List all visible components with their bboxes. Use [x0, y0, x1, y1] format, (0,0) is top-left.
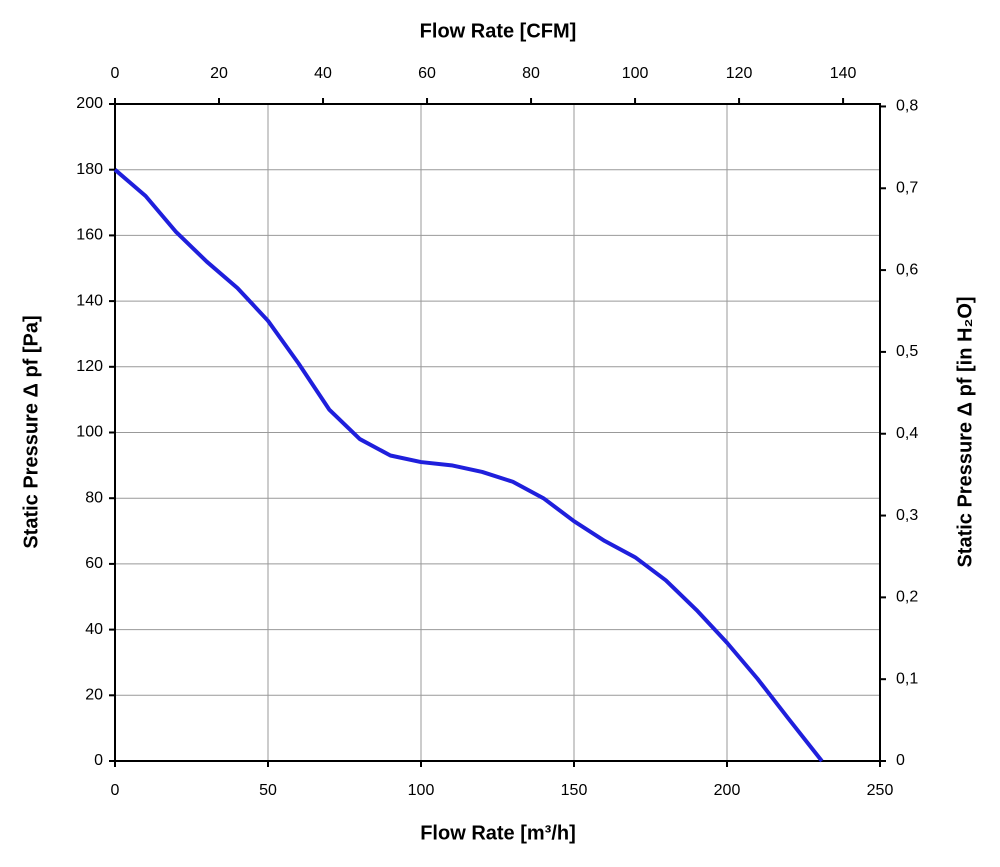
- x2-axis-title: Flow Rate [CFM]: [420, 20, 577, 42]
- x-tick-label: 150: [561, 782, 588, 799]
- y2-tick-label: 0,8: [896, 98, 918, 115]
- y-tick-label: 100: [76, 424, 103, 441]
- x2-tick-label: 120: [726, 65, 753, 82]
- x-tick-label: 200: [714, 782, 741, 799]
- plot-frame: [114, 103, 881, 762]
- y2-tick-label: 0,1: [896, 670, 918, 687]
- y-tick-label: 80: [85, 489, 103, 506]
- y-tick-label: 40: [85, 621, 103, 638]
- x2-tick-label: 20: [210, 65, 228, 82]
- y2-tick-label: 0: [896, 752, 905, 769]
- y-tick-label: 180: [76, 161, 103, 178]
- y-tick-label: 120: [76, 358, 103, 375]
- x2-tick-label: 60: [418, 65, 436, 82]
- y2-tick-label: 0,2: [896, 589, 918, 606]
- y-tick-label: 0: [94, 752, 103, 769]
- x-tick-label: 250: [867, 782, 894, 799]
- y-axis-title: Static Pressure Δ pf [Pa]: [20, 315, 42, 548]
- y-tick-label: 160: [76, 227, 103, 244]
- x2-tick-label: 0: [111, 65, 120, 82]
- x2-tick-label: 40: [314, 65, 332, 82]
- x-tick-label: 0: [111, 782, 120, 799]
- x-tick-label: 100: [408, 782, 435, 799]
- y2-tick-label: 0,7: [896, 179, 918, 196]
- x2-tick-label: 140: [830, 65, 857, 82]
- y2-tick-label: 0,4: [896, 425, 918, 442]
- series-line: [113, 168, 824, 763]
- y2-axis-title: Static Pressure Δ pf [in H₂O]: [954, 296, 976, 567]
- y-tick-label: 60: [85, 555, 103, 572]
- x-tick-label: 50: [259, 782, 277, 799]
- y2-tick-label: 0,6: [896, 261, 918, 278]
- y-tick-label: 20: [85, 687, 103, 704]
- x2-tick-label: 80: [522, 65, 540, 82]
- y2-tick-label: 0,5: [896, 343, 918, 360]
- x-axis-title: Flow Rate [m³/h]: [420, 822, 576, 844]
- y-tick-label: 200: [76, 95, 103, 112]
- y2-tick-label: 0,3: [896, 507, 918, 524]
- y-tick-label: 140: [76, 292, 103, 309]
- x2-tick-label: 100: [622, 65, 649, 82]
